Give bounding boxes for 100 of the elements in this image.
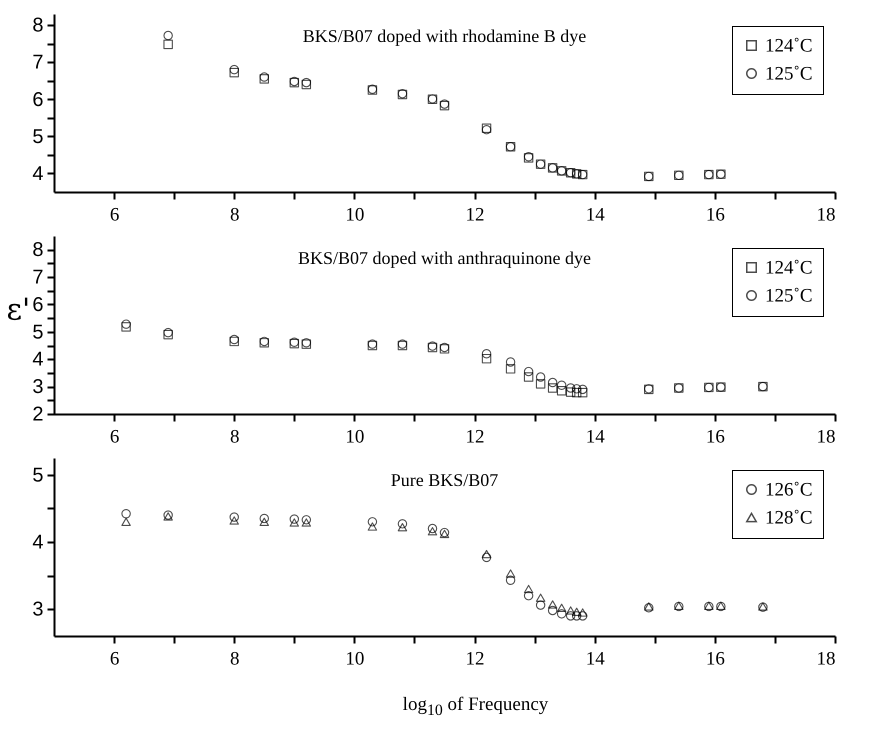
x-tick-label: 12 <box>466 426 485 448</box>
point <box>163 30 173 40</box>
y-tick-label: 4 <box>32 162 44 185</box>
point <box>506 569 516 578</box>
x-tick-label: 8 <box>230 648 240 670</box>
point <box>506 576 516 585</box>
point <box>536 594 546 602</box>
x-tick-label: 10 <box>345 426 364 448</box>
point <box>572 611 582 621</box>
point <box>482 349 492 358</box>
point <box>230 64 239 74</box>
x-tick-label: 6 <box>110 426 120 448</box>
point <box>644 602 654 611</box>
point <box>572 608 582 616</box>
y-tick-label: 7 <box>32 266 44 289</box>
y-tick-label: 7 <box>32 52 44 74</box>
point <box>572 388 582 398</box>
legend-label: 125˚C <box>765 64 812 84</box>
x-tick-label: 18 <box>816 426 836 448</box>
point <box>482 552 492 562</box>
text: BKS/B07 doped with rhodamine B dye <box>302 26 586 46</box>
point <box>556 380 566 390</box>
point <box>506 357 516 367</box>
y-tick-label: 8 <box>32 239 44 262</box>
x-tick-label: 10 <box>345 648 364 670</box>
point <box>578 608 588 617</box>
point <box>536 600 546 610</box>
point <box>524 590 534 600</box>
y-tick-label: 6 <box>32 294 44 316</box>
point <box>548 600 558 609</box>
point <box>260 518 269 526</box>
x-tick-label: 12 <box>466 648 485 670</box>
x-tick-label: 16 <box>706 204 725 226</box>
y-axis-title: ε' <box>6 292 30 328</box>
point <box>230 68 239 78</box>
point <box>566 383 576 393</box>
point <box>398 519 408 529</box>
x-tick-label: 10 <box>345 204 364 226</box>
y-tick-label: 8 <box>32 14 44 37</box>
x-tick-label: 14 <box>586 426 606 448</box>
x-tick-label: 14 <box>586 648 606 670</box>
point <box>121 509 131 518</box>
point <box>230 336 239 346</box>
point <box>368 517 378 527</box>
legend-label: 124˚C <box>765 36 812 56</box>
y-tick-label: 5 <box>32 321 44 344</box>
point <box>524 584 534 594</box>
point <box>230 334 239 344</box>
point <box>230 512 239 522</box>
legend-label: 128˚C <box>765 508 812 528</box>
x-tick-label: 16 <box>706 648 725 670</box>
point <box>556 386 566 396</box>
point <box>566 387 576 397</box>
x-tick-label: 8 <box>230 204 240 226</box>
point <box>428 524 438 534</box>
point <box>566 606 576 615</box>
legend-label: 125˚C <box>765 286 812 306</box>
point <box>644 603 654 613</box>
y-tick-label: 5 <box>32 126 44 148</box>
x-tick-label: 12 <box>466 204 485 226</box>
point <box>556 604 566 612</box>
point <box>368 522 378 531</box>
point <box>163 40 173 50</box>
point <box>482 550 492 558</box>
point <box>302 515 312 525</box>
point <box>260 514 269 524</box>
point <box>572 384 582 394</box>
y-tick-label: 4 <box>32 531 44 554</box>
point <box>482 354 492 364</box>
point <box>290 514 300 524</box>
y-tick-label: 2 <box>32 404 44 426</box>
y-tick-label: 3 <box>32 598 44 621</box>
x-axis-title: log$_{10}$ of Frequency <box>402 694 550 720</box>
x-tick-label: 18 <box>816 204 836 226</box>
legend-label: 126˚C <box>765 480 812 500</box>
point <box>524 366 534 376</box>
point <box>548 606 558 616</box>
point <box>398 523 408 532</box>
point <box>578 611 588 621</box>
point <box>536 372 546 382</box>
point <box>548 383 558 393</box>
legend-label: 124˚C <box>765 258 812 278</box>
x-tick-label: 6 <box>110 204 120 226</box>
text: BKS/B07 doped with anthraquinone dye <box>298 248 591 268</box>
x-tick-label: 6 <box>110 648 120 670</box>
y-tick-label: 6 <box>32 88 44 111</box>
point <box>121 319 131 329</box>
x-tick-label: 16 <box>706 426 725 448</box>
point <box>556 609 566 619</box>
point <box>578 388 588 398</box>
point <box>121 322 131 332</box>
point <box>302 518 312 527</box>
point <box>578 384 588 394</box>
point <box>230 516 239 525</box>
x-tick-label: 18 <box>816 648 836 670</box>
text: Pure BKS/B07 <box>390 470 498 490</box>
x-tick-label: 14 <box>586 204 606 226</box>
y-tick-label: 5 <box>32 464 44 486</box>
x-tick-label: 8 <box>230 426 240 448</box>
point <box>548 378 558 388</box>
